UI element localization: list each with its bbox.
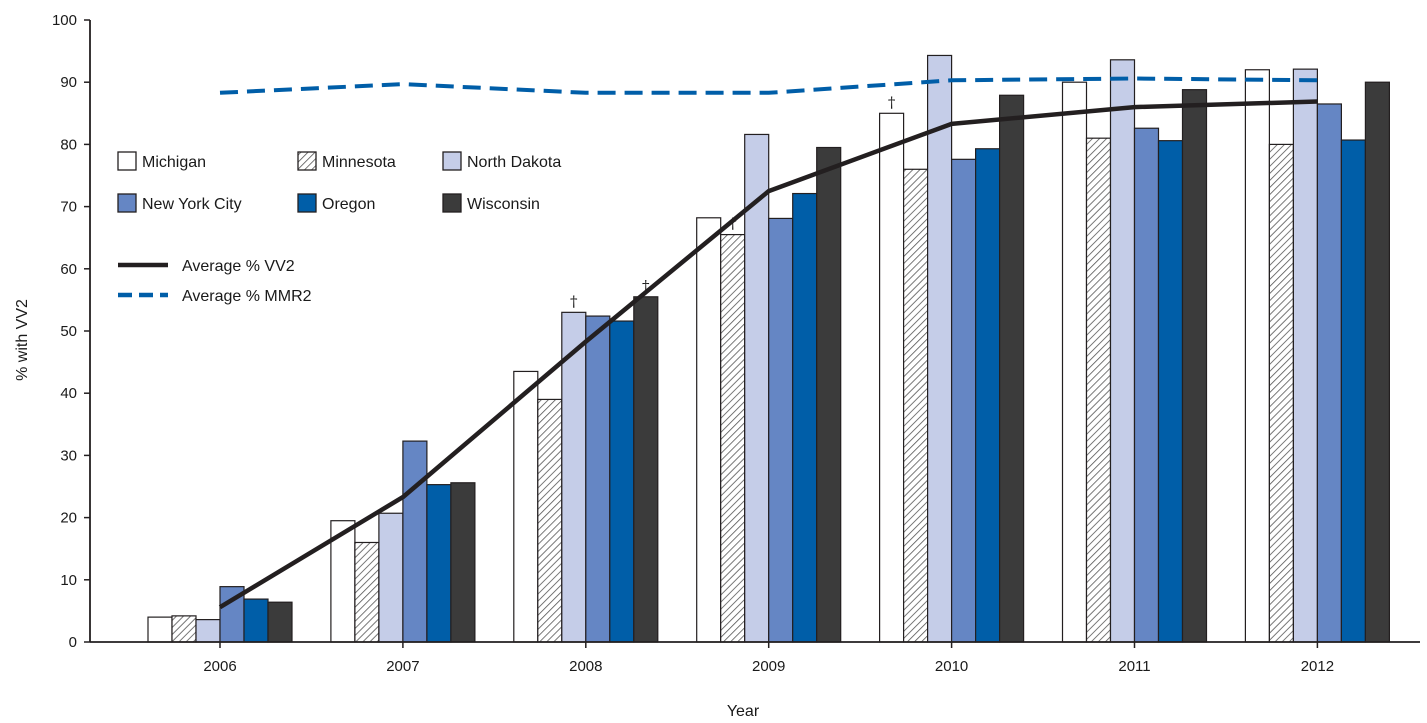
bar-new-york-city-2009 xyxy=(768,217,794,643)
legend-swatch-michigan xyxy=(117,151,137,171)
bar-michigan-2008 xyxy=(513,370,539,643)
y-tick-label: 80 xyxy=(60,136,77,153)
bar-north-dakota-2011 xyxy=(1109,59,1136,643)
bar-new-york-city-2008 xyxy=(585,315,611,643)
y-tick-label: 60 xyxy=(60,261,77,278)
bar-north-dakota-2006 xyxy=(195,619,221,643)
bar-oregon-2008 xyxy=(609,320,635,643)
y-tick-label: 30 xyxy=(60,447,77,464)
bar-north-dakota-2010 xyxy=(926,54,953,643)
y-axis-title: % with VV2 xyxy=(14,299,31,381)
y-tick-label: 50 xyxy=(60,323,77,340)
bar-oregon-2006 xyxy=(243,598,269,643)
legend-label-wisconsin: Wisconsin xyxy=(467,196,540,213)
bar-new-york-city-2007 xyxy=(402,440,428,643)
bar-oregon-2011 xyxy=(1157,140,1184,643)
bar-michigan-2007 xyxy=(330,520,356,643)
bar-oregon-2010 xyxy=(974,148,1001,643)
bar-oregon-2012 xyxy=(1340,139,1367,643)
bar-minnesota-2010 xyxy=(902,168,929,643)
bar-oregon-2007 xyxy=(426,484,452,643)
dagger-mark: † xyxy=(570,292,578,310)
bar-wisconsin-2007 xyxy=(450,482,476,643)
legend-label-average-mmr2: Average % MMR2 xyxy=(182,288,312,305)
x-tick-label: 2009 xyxy=(752,658,785,675)
dagger-mark: † xyxy=(642,277,650,295)
y-tick-label: 70 xyxy=(60,199,77,216)
legend-label-minnesota: Minnesota xyxy=(322,154,396,171)
bar-new-york-city-2011 xyxy=(1133,127,1160,643)
plot-area: 0 10 20 30 40 50 60 70 80 90 100 † † † † 2006 2007 2008 20… xyxy=(52,12,1420,675)
bar-new-york-city-2010 xyxy=(950,158,977,643)
bar-minnesota-2006 xyxy=(171,615,197,643)
bar-minnesota-2011 xyxy=(1085,137,1112,643)
dagger-mark: † xyxy=(729,215,737,233)
legend: Michigan Minnesota North Dakota New York Ci… xyxy=(117,151,561,305)
bar-wisconsin-2009 xyxy=(816,146,842,643)
x-tick-label: 2012 xyxy=(1301,658,1334,675)
x-axis-title: Year xyxy=(727,703,760,720)
y-tick-label: 90 xyxy=(60,74,77,91)
legend-label-average-vv2: Average % VV2 xyxy=(182,258,295,275)
y-tick-label: 0 xyxy=(69,634,77,651)
legend-label-oregon: Oregon xyxy=(322,196,375,213)
x-tick-label: 2011 xyxy=(1118,658,1150,675)
bar-michigan-2011 xyxy=(1061,81,1088,643)
legend-swatch-oregon xyxy=(297,193,317,213)
bar-new-york-city-2012 xyxy=(1316,103,1343,643)
legend-label-north-dakota: North Dakota xyxy=(467,154,561,171)
y-tick-label: 40 xyxy=(60,385,77,402)
legend-swatch-wisconsin xyxy=(442,193,462,213)
x-tick-label: 2007 xyxy=(386,658,419,675)
bar-wisconsin-2010 xyxy=(998,94,1025,643)
legend-swatch-north-dakota xyxy=(442,151,462,171)
bar-michigan-2012 xyxy=(1244,69,1271,643)
line-average-mmr2 xyxy=(219,76,1318,95)
dagger-mark: † xyxy=(888,93,896,111)
y-tick-label: 20 xyxy=(60,510,77,527)
bar-michigan-2006 xyxy=(147,616,173,643)
bar-minnesota-2008 xyxy=(537,398,563,643)
y-tick-label: 100 xyxy=(52,12,77,29)
x-tick-label: 2008 xyxy=(569,658,602,675)
bar-oregon-2009 xyxy=(792,192,818,643)
x-tick-label: 2006 xyxy=(203,658,236,675)
bar-michigan-2010 xyxy=(878,112,905,643)
legend-label-new-york-city: New York City xyxy=(142,196,242,213)
bar-minnesota-2009 xyxy=(720,233,746,643)
bar-north-dakota-2007 xyxy=(378,512,404,643)
bar-wisconsin-2008 xyxy=(633,296,659,643)
bar-north-dakota-2012 xyxy=(1292,68,1319,643)
y-tick-label: 10 xyxy=(60,572,77,589)
bar-north-dakota-2008 xyxy=(561,311,587,643)
legend-swatch-minnesota xyxy=(297,151,317,171)
bar-michigan-2009 xyxy=(696,217,722,643)
x-tick-label: 2010 xyxy=(935,658,968,675)
bar-minnesota-2007 xyxy=(354,541,380,643)
line-average-vv2 xyxy=(218,99,1318,610)
legend-label-michigan: Michigan xyxy=(142,154,206,171)
bar-minnesota-2012 xyxy=(1268,143,1295,643)
bar-wisconsin-2011 xyxy=(1181,89,1208,643)
legend-swatch-new-york-city xyxy=(117,193,137,213)
bar-wisconsin-2012 xyxy=(1364,81,1391,643)
bar-wisconsin-2006 xyxy=(267,601,293,643)
